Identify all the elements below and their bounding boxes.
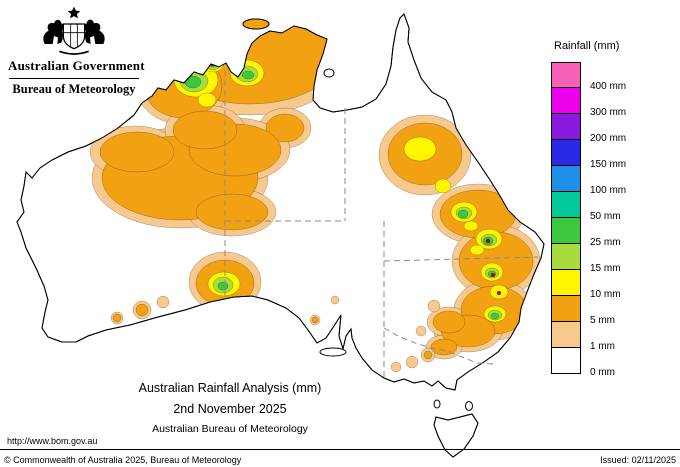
legend-swatch [551, 269, 581, 296]
legend-label: 15 mm [590, 263, 621, 274]
footer-issued: Issued: 02/11/2025 [600, 455, 676, 465]
footer-copyright: © Commonwealth of Australia 2025, Bureau… [4, 455, 242, 465]
legend-scale: 400 mm 300 mm 200 mm 150 mm 100 mm 50 mm 25 mm… [551, 62, 677, 378]
bureau-title: Bureau of Meteorology [12, 82, 136, 96]
caption-date: 2nd November 2025 [173, 402, 287, 416]
legend-swatch [551, 113, 581, 140]
legend-label: 25 mm [590, 237, 621, 248]
state-borders [224, 70, 539, 378]
tasmania-outline [433, 413, 479, 458]
bass-strait-island [433, 399, 441, 409]
legend-row: 50 mm [551, 191, 677, 222]
legend-label: 150 mm [590, 159, 627, 170]
legend-label: 200 mm [590, 133, 627, 144]
legend-swatch [551, 62, 581, 89]
legend-label: 0 mm [590, 367, 615, 378]
government-title: Australian Government [8, 58, 145, 73]
legend-label: 1 mm [590, 341, 615, 352]
legend-row: 300 mm [551, 87, 677, 118]
rainfall-legend: Rainfall (mm) 400 mm 300 mm 200 mm 150 mm 10… [551, 40, 677, 378]
legend-row: 100 mm [551, 165, 677, 196]
bass-strait-island [465, 401, 473, 411]
legend-swatch [551, 87, 581, 114]
footer-divider [0, 449, 680, 450]
legend-title: Rainfall (mm) [554, 40, 620, 52]
legend-label: 300 mm [590, 107, 627, 118]
legend-swatch [551, 347, 581, 374]
legend-swatch [551, 321, 581, 348]
legend-label: 5 mm [590, 315, 615, 326]
legend-row: 10 mm [551, 269, 677, 300]
legend-row: 400 mm [551, 62, 677, 92]
legend-row: 0 mm [551, 347, 677, 378]
legend-label: 50 mm [590, 211, 621, 222]
caption-title: Australian Rainfall Analysis (mm) [138, 381, 322, 395]
legend-label: 400 mm [590, 81, 627, 92]
legend-row: 25 mm [551, 217, 677, 248]
legend-swatch [551, 191, 581, 218]
coastline-overlay [16, 13, 545, 458]
caption-organisation: Australian Bureau of Meteorology [152, 423, 308, 435]
map-caption: Australian Rainfall Analysis (mm) 2nd No… [72, 381, 388, 435]
coat-of-arms-icon [43, 6, 105, 55]
legend-swatch [551, 295, 581, 322]
rainfall-contours [89, 14, 541, 373]
kangaroo-island [319, 347, 347, 357]
legend-swatch [551, 139, 581, 166]
header-divider [9, 78, 139, 79]
legend-label: 10 mm [590, 289, 621, 300]
legend-label: 100 mm [590, 185, 627, 196]
legend-row: 15 mm [551, 243, 677, 274]
legend-row: 200 mm [551, 113, 677, 144]
legend-swatch [551, 217, 581, 244]
legend-swatch [551, 243, 581, 270]
legend-swatch [551, 165, 581, 192]
groote-island [323, 68, 335, 78]
bom-header: Australian Government Bureau of Meteorol… [8, 4, 145, 97]
footer-url: http://www.bom.gov.au [7, 436, 98, 446]
legend-row: 5 mm [551, 295, 677, 326]
